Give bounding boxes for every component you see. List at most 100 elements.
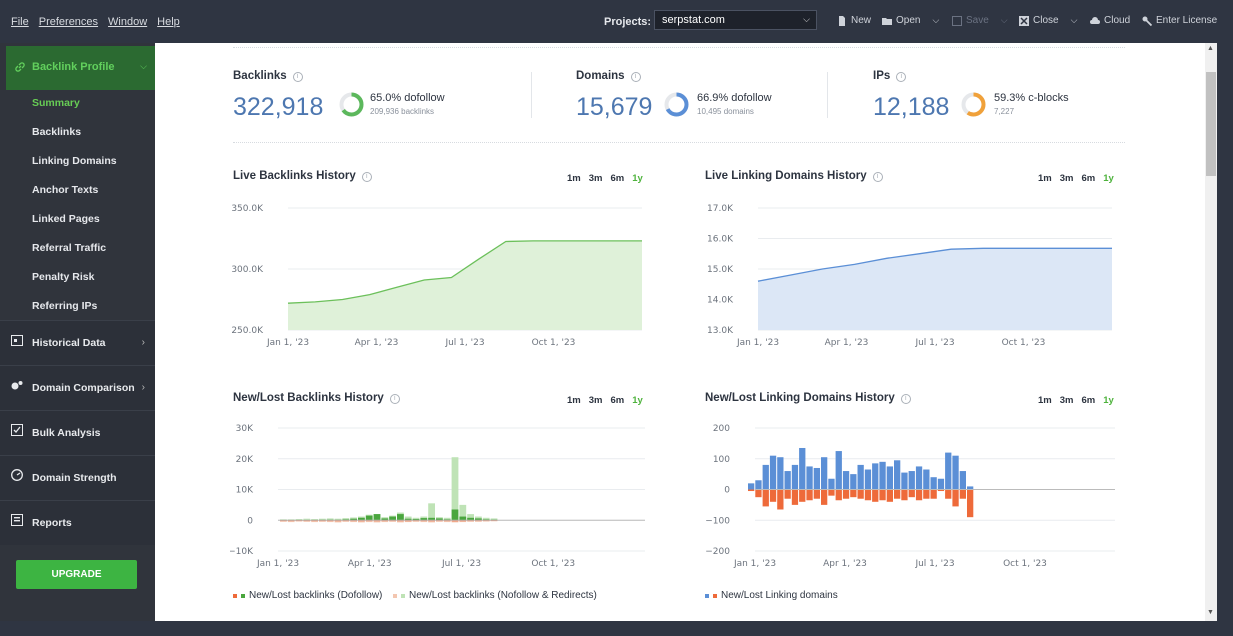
bar-new-nofollow (459, 504, 467, 521)
key-icon (1142, 16, 1152, 26)
stat-backlinks-value: 322,918 (233, 93, 324, 121)
legend-label: New/Lost Linking domains (721, 590, 838, 601)
range-1y[interactable]: 1y (1103, 173, 1114, 184)
info-icon[interactable]: i (872, 172, 883, 182)
sidebar-item-penalty-risk[interactable]: Penalty Risk (32, 271, 95, 283)
menu-help[interactable]: Help (157, 16, 180, 28)
menu-file[interactable]: File (11, 16, 29, 28)
menu-preferences[interactable]: Preferences (38, 16, 99, 28)
enter-license-button[interactable]: Enter License (1142, 15, 1217, 26)
save-chevron-icon[interactable]: ⌵ (1000, 15, 1008, 25)
open-button[interactable]: Open ⌵ (882, 15, 939, 26)
new-button[interactable]: New (837, 15, 871, 26)
range-3m[interactable]: 3m (1059, 173, 1074, 184)
sidebar-item-label: Domain Strength (32, 472, 117, 484)
info-icon[interactable]: i (389, 394, 400, 404)
sidebar-item-referring-ips[interactable]: Referring IPs (32, 300, 98, 312)
sidebar-item-domain-strength[interactable]: Domain Strength (0, 455, 155, 500)
sidebar-item-referral-traffic[interactable]: Referral Traffic (32, 242, 107, 254)
y-tick-label: −100 (705, 516, 730, 526)
sidebar-item-linked-pages[interactable]: Linked Pages (32, 213, 100, 225)
bar-lost-nofollow (311, 520, 318, 523)
sidebar-item-domain-comparison[interactable]: Domain Comparison › (0, 365, 155, 410)
x-tick-label: Jul 1, '23 (914, 559, 954, 569)
bar-lost-domains (894, 489, 901, 499)
scroll-down-icon[interactable]: ▼ (1207, 609, 1214, 616)
open-chevron-icon[interactable]: ⌵ (932, 15, 940, 25)
chevron-right-icon: › (141, 337, 145, 348)
bar-new-nofollow (428, 503, 435, 521)
bar-lost-domains (886, 489, 893, 502)
close-button[interactable]: Close ⌵ (1019, 15, 1077, 26)
info-icon[interactable]: i (900, 394, 911, 404)
chart-title-newlost-backlinks: New/Lost Backlinks History i (233, 392, 400, 404)
sidebar-item-historical-data[interactable]: Historical Data › (0, 320, 155, 365)
range-6m[interactable]: 6m (1081, 395, 1096, 406)
legend-item[interactable]: New/Lost Linking domains (705, 590, 838, 601)
stat-backlinks-title: Backlinks i (233, 70, 303, 82)
bar-lost-domains (937, 489, 945, 492)
legend-item[interactable]: New/Lost backlinks (Nofollow & Redirects… (393, 590, 597, 601)
enter-license-label: Enter License (1156, 15, 1218, 26)
y-tick-label: 16.0K (707, 235, 734, 245)
cloud-icon (1090, 16, 1100, 24)
bar-new-dofollow (404, 518, 412, 521)
bar-lost-domains (930, 489, 937, 499)
range-6m[interactable]: 6m (610, 173, 625, 184)
scrollbar-thumb[interactable] (1206, 72, 1216, 176)
sidebar-item-bulk-analysis[interactable]: Bulk Analysis (0, 410, 155, 455)
range-3m[interactable]: 3m (1059, 395, 1074, 406)
sidebar-item-reports[interactable]: Reports (0, 500, 155, 545)
project-select[interactable]: serpstat.com ⌵ (654, 10, 817, 30)
y-tick-label: −200 (705, 547, 730, 557)
sidebar-item-linking-domains[interactable]: Linking Domains (32, 155, 117, 167)
info-icon[interactable]: i (361, 172, 372, 182)
cloud-button[interactable]: Cloud (1090, 15, 1130, 26)
vertical-scrollbar[interactable]: ▲ ▼ (1205, 43, 1217, 621)
bar-new-domains (915, 466, 923, 490)
main-content (155, 43, 1205, 621)
range-1m[interactable]: 1m (1038, 173, 1052, 184)
info-icon[interactable]: i (896, 72, 907, 82)
menu-window[interactable]: Window (108, 16, 148, 28)
donut-arc (664, 92, 689, 117)
y-tick-label: 13.0K (707, 326, 734, 336)
bar-lost-nofollow (420, 520, 428, 523)
range-1y[interactable]: 1y (1103, 395, 1114, 406)
bar-new-domains (762, 464, 769, 490)
range-3m[interactable]: 3m (588, 173, 603, 184)
range-1m[interactable]: 1m (1038, 395, 1052, 406)
info-icon[interactable]: i (630, 72, 641, 82)
sidebar-item-backlinks[interactable]: Backlinks (32, 126, 82, 138)
x-tick-label: Jul 1, '23 (441, 559, 481, 569)
scroll-up-icon[interactable]: ▲ (1207, 45, 1214, 52)
info-icon[interactable]: i (292, 72, 303, 82)
x-tick-label: Oct 1, '23 (1002, 338, 1046, 348)
sidebar-item-anchor-texts[interactable]: Anchor Texts (32, 184, 99, 196)
chevron-right-icon: › (141, 382, 145, 393)
range-6m[interactable]: 6m (1081, 173, 1096, 184)
bar-new-domains (894, 460, 901, 490)
range-1y[interactable]: 1y (632, 395, 643, 406)
legend-item[interactable]: New/Lost backlinks (Dofollow) (233, 590, 382, 601)
bar-lost-domains (821, 489, 828, 505)
upgrade-button[interactable]: UPGRADE (16, 560, 137, 589)
bar-new-dofollow (420, 518, 428, 521)
range-1y[interactable]: 1y (632, 173, 643, 184)
bar-lost-nofollow (365, 520, 373, 523)
y-tick-label: 250.0K (231, 326, 264, 336)
range-6m[interactable]: 6m (610, 395, 625, 406)
range-1m[interactable]: 1m (567, 173, 581, 184)
sidebar-section-backlink-profile[interactable]: Backlink Profile ⌵ (6, 46, 155, 90)
save-button[interactable]: Save ⌵ (952, 15, 1008, 26)
legend-swatch (705, 593, 709, 598)
bar-lost-nofollow (334, 520, 342, 523)
chart-title-newlost-domains: New/Lost Linking Domains History i (705, 392, 911, 404)
close-chevron-icon[interactable]: ⌵ (1070, 15, 1078, 25)
range-3m[interactable]: 3m (588, 395, 603, 406)
sidebar-item-summary[interactable]: Summary (32, 97, 80, 109)
bar-new-domains (821, 457, 828, 490)
range-1m[interactable]: 1m (567, 395, 581, 406)
bar-new-domains (850, 474, 857, 490)
bar-new-dofollow (467, 517, 474, 521)
